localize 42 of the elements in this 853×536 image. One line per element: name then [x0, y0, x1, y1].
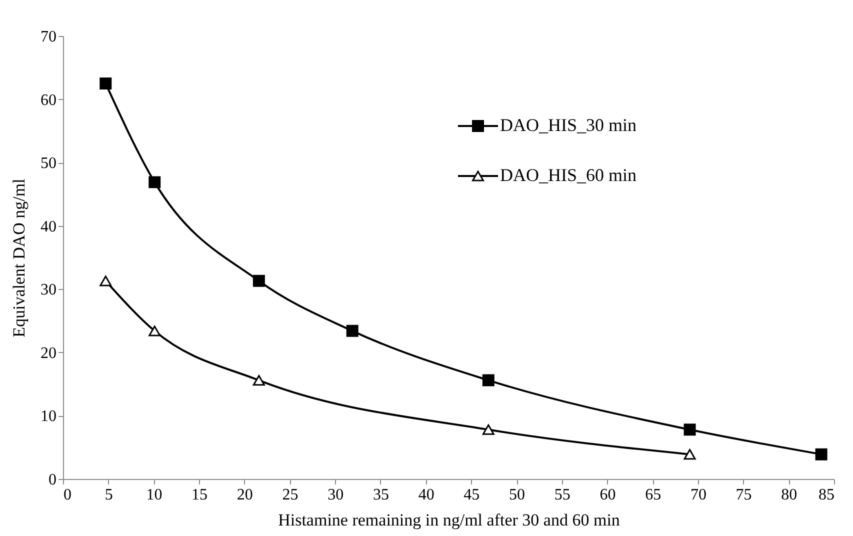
- x-tick-label: 75: [736, 486, 752, 504]
- y-tick-label: 30: [40, 282, 56, 299]
- point: [684, 449, 696, 460]
- x-tick-label: 85: [818, 486, 834, 504]
- x-tick-label: 40: [418, 486, 434, 504]
- x-tick-label: 70: [690, 486, 706, 504]
- x-tick-label: 0: [64, 486, 72, 504]
- point: [482, 424, 494, 435]
- point: [100, 77, 112, 90]
- legend-label: DAO_HIS_30 min: [500, 115, 637, 135]
- x-tick-label: 15: [192, 486, 208, 504]
- y-tick-label: 0: [48, 472, 56, 488]
- x-tick-label: 60: [600, 486, 616, 504]
- point: [684, 424, 696, 436]
- point: [100, 276, 112, 286]
- point: [252, 274, 265, 287]
- x-tick-label: 25: [282, 486, 298, 504]
- y-tick-label: 10: [40, 408, 56, 426]
- x-tick-label: 50: [509, 486, 526, 504]
- point: [482, 374, 494, 386]
- x-tick-label: 35: [372, 486, 389, 504]
- point: [252, 374, 265, 386]
- y-axis-title: Equivalent DAO ng/ml: [10, 178, 28, 338]
- point: [815, 448, 828, 460]
- y-tick-label: 70: [40, 28, 56, 46]
- x-tick-label: 45: [464, 486, 480, 504]
- x-tick-label: 20: [236, 486, 253, 504]
- y-tick-label: 50: [40, 155, 56, 172]
- x-tick-label: 55: [554, 486, 570, 504]
- point: [148, 326, 161, 336]
- point: [346, 324, 358, 337]
- x-tick-label: 65: [645, 486, 662, 504]
- point: [148, 176, 161, 188]
- y-tick-label: 20: [40, 344, 56, 362]
- x-tick-label: 80: [781, 486, 798, 504]
- x-tick-label: 30: [328, 486, 344, 504]
- y-tick-label: 40: [40, 218, 56, 236]
- x-tick-label: 10: [146, 486, 162, 504]
- y-tick-label: 60: [40, 92, 56, 109]
- x-axis-title: Histamine remaining in ng/ml after 30 and 60 min: [278, 510, 620, 530]
- x-tick-label: 5: [104, 486, 113, 504]
- legend-label: DAO_HIS_60 min: [500, 165, 637, 185]
